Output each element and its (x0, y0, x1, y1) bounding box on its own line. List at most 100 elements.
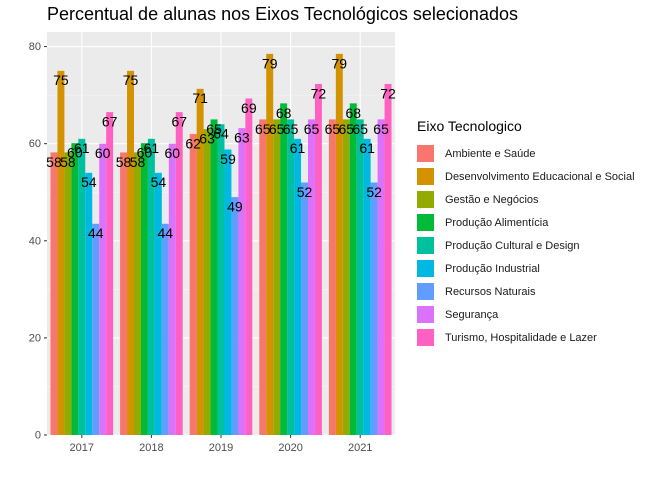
legend-item: Recursos Naturais (417, 280, 635, 303)
bar (224, 149, 232, 435)
legend-key (417, 168, 434, 185)
bar (196, 88, 204, 435)
data-label: 63 (234, 130, 250, 146)
legend-key (417, 260, 434, 277)
data-label: 68 (345, 105, 361, 121)
legend-key (417, 329, 434, 346)
bar (349, 103, 357, 436)
data-label: 58 (130, 154, 146, 170)
bar (342, 119, 350, 436)
legend-key (417, 283, 434, 300)
legend-label: Gestão e Negócios (445, 193, 539, 206)
bar (238, 128, 246, 436)
legend-title: Eixo Tecnologico (417, 118, 522, 134)
chart-title: Percentual de alunas nos Eixos Tecnológi… (47, 4, 518, 24)
legend: Eixo Tecnologico Ambiente e Saúde Desenvo… (417, 118, 635, 349)
y-tick-label: 60 (29, 138, 41, 150)
legend-item: Gestão e Negócios (417, 188, 635, 211)
x-tick-label: 2020 (278, 442, 302, 454)
legend-label: Turismo, Hospitalidade e Lazer (445, 331, 597, 344)
data-label: 62 (185, 135, 201, 151)
bar (377, 119, 385, 436)
data-label: 61 (290, 140, 306, 156)
bar (273, 119, 281, 436)
bar (301, 182, 308, 435)
bar (356, 119, 364, 436)
y-tick-label: 0 (35, 430, 41, 442)
bar (99, 143, 107, 436)
bar (154, 172, 162, 435)
bar (134, 152, 141, 435)
x-tick-label: 2019 (209, 442, 233, 454)
bar (57, 70, 65, 435)
data-label: 72 (380, 85, 396, 101)
data-label: 65 (206, 121, 222, 137)
x-tick-label: 2021 (348, 442, 372, 454)
legend-item: Produção Alimentícia (417, 211, 635, 234)
bar (287, 119, 295, 436)
bar (168, 143, 176, 436)
data-label: 79 (332, 55, 348, 71)
bar (245, 98, 253, 435)
data-label: 60 (67, 145, 83, 161)
y-tick-label: 40 (29, 235, 41, 247)
data-label: 49 (227, 198, 243, 214)
data-label: 61 (144, 140, 160, 156)
data-label: 67 (102, 114, 118, 130)
data-label: 65 (255, 121, 271, 137)
data-label: 60 (95, 145, 111, 161)
bar (71, 143, 79, 436)
bar (189, 133, 197, 435)
legend-key (417, 306, 434, 323)
bar (92, 223, 100, 435)
bar (328, 119, 336, 436)
data-label: 71 (192, 90, 208, 106)
legend-item: Produção Cultural e Design (417, 234, 635, 257)
legend-label: Produção Industrial (445, 262, 540, 275)
legend-label: Produção Alimentícia (445, 216, 549, 229)
legend-item: Produção Industrial (417, 257, 635, 280)
data-label: 58 (60, 154, 76, 170)
bar (217, 124, 225, 435)
bar (363, 138, 371, 435)
data-label: 63 (199, 131, 215, 147)
bar (210, 119, 218, 436)
data-label: 72 (311, 85, 327, 101)
bar (231, 197, 239, 435)
bar (203, 129, 211, 435)
data-label: 54 (81, 174, 97, 190)
bar (140, 143, 148, 436)
bar (370, 182, 378, 435)
data-label: 52 (297, 184, 313, 200)
bar (259, 119, 267, 436)
bar (280, 103, 288, 436)
data-label: 60 (164, 145, 180, 161)
data-label: 65 (338, 121, 354, 137)
bar (384, 83, 392, 436)
bar (50, 152, 58, 435)
legend-item: Turismo, Hospitalidade e Lazer (417, 326, 635, 349)
bar (85, 172, 93, 435)
legend-label: Desenvolvimento Educacional e Social (445, 170, 635, 183)
legend-key (417, 237, 434, 254)
data-label: 58 (46, 154, 62, 170)
bar (106, 112, 114, 436)
data-label: 61 (359, 140, 375, 156)
data-label: 65 (304, 121, 320, 137)
data-label: 59 (220, 151, 236, 167)
data-label: 67 (171, 114, 187, 130)
legend-item: Ambiente e Saúde (417, 142, 635, 165)
data-label: 79 (262, 55, 278, 71)
data-label: 65 (373, 121, 389, 137)
legend-key (417, 145, 434, 162)
bar (120, 152, 128, 435)
bar (64, 152, 72, 435)
bar (308, 119, 315, 436)
legend-label: Ambiente e Saúde (445, 147, 536, 160)
bar (161, 223, 169, 435)
data-label: 60 (137, 145, 153, 161)
data-label: 65 (283, 121, 299, 137)
legend-item: Desenvolvimento Educacional e Social (417, 165, 635, 188)
bar (314, 83, 322, 436)
